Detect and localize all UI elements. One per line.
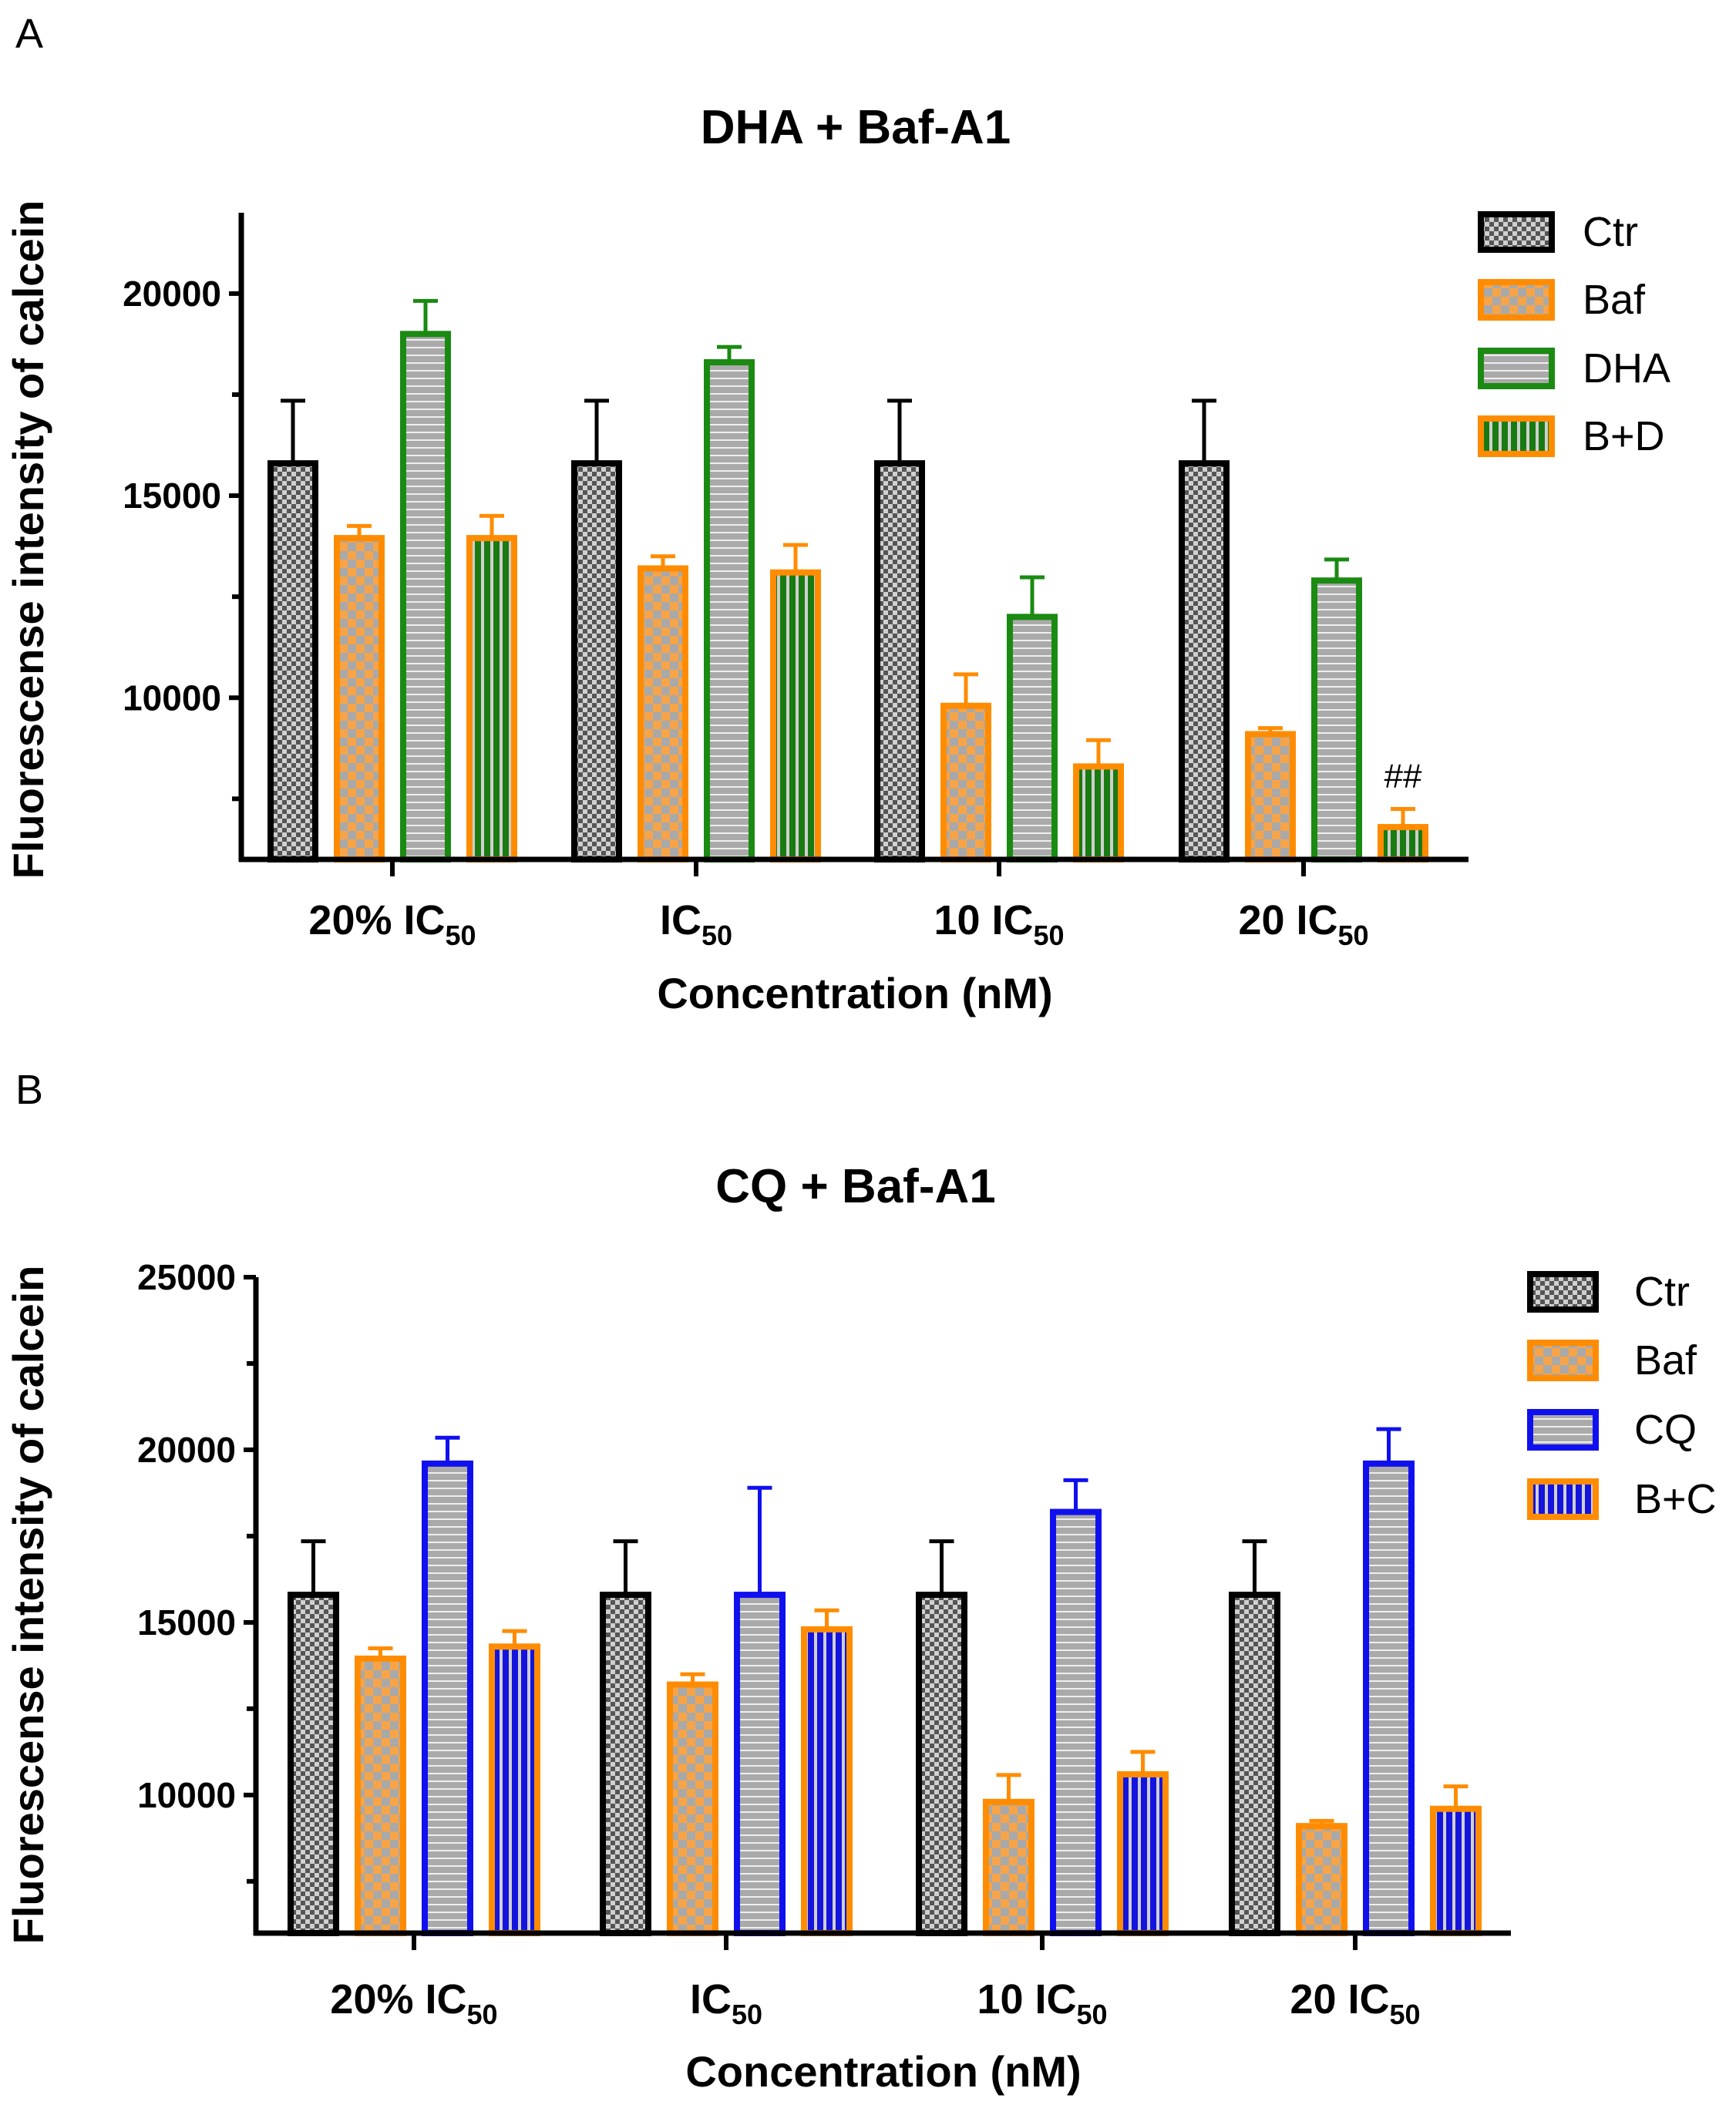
bar-ctr-0 [288, 1592, 339, 1937]
bar-baf-1 [638, 565, 688, 863]
bar-dha-0 [400, 331, 451, 863]
legend-label-b-d: B+D [1583, 413, 1665, 459]
bar-ctr-3 [1229, 1592, 1280, 1937]
legend-swatch-ctr [1527, 1271, 1599, 1313]
bar-dha-3 [1311, 577, 1362, 863]
panel-letter-a: A [15, 11, 43, 57]
legend-swatch-b-d [1478, 415, 1555, 457]
legend-label-cq: CQ [1634, 1407, 1697, 1453]
legend-swatch-b-c [1527, 1478, 1599, 1520]
y-tick-label-25000: 25000 [137, 1257, 236, 1297]
x-tick-label-2: 10 IC50 [977, 1976, 1107, 2030]
bar-b-c-1 [801, 1626, 853, 1936]
x-tick-label-3: 20 IC50 [1290, 1976, 1420, 2030]
chart-title-a: DHA + Baf-A1 [701, 101, 1011, 154]
x-tick-label-3: 20 IC50 [1238, 897, 1368, 951]
x-tick-label-1: IC50 [660, 897, 732, 951]
y-tick-label-20000: 20000 [137, 1430, 236, 1470]
legend-label-b-c: B+C [1634, 1476, 1717, 1522]
y-tick-label-15000: 15000 [123, 476, 221, 516]
plot-area-a: 10000 15000 20000 20% IC50 IC50 10 IC50 20 IC5… [4, 200, 1670, 1017]
legend-swatch-dha [1478, 348, 1555, 389]
bar-cq-3 [1363, 1460, 1415, 1936]
bar-baf-0 [334, 535, 385, 863]
y-tick-label-10000: 10000 [123, 678, 221, 718]
bar-baf-3 [1296, 1823, 1347, 1936]
bar-ctr-3 [1179, 460, 1230, 863]
y-tick-label-10000: 10000 [137, 1775, 236, 1815]
x-tick-label-0: 20% IC50 [330, 1976, 497, 2030]
legend-label-baf: Baf [1634, 1337, 1697, 1384]
bar-baf-3 [1245, 731, 1296, 863]
legend-label-ctr: Ctr [1634, 1269, 1690, 1315]
legend-label-baf: Baf [1583, 277, 1646, 323]
bar-baf-2 [983, 1798, 1035, 1937]
bar-cq-1 [734, 1592, 786, 1937]
x-tick-label-0: 20% IC50 [308, 897, 476, 951]
x-tick-label-2: 10 IC50 [934, 897, 1064, 951]
bar-dha-2 [1007, 614, 1058, 863]
plot-area-b: 10000 15000 20000 25000 20% IC50 IC50 10 IC50 2… [4, 1257, 1717, 2096]
chart-title-b: CQ + Baf-A1 [715, 1160, 995, 1213]
legend-label-dha: DHA [1583, 345, 1670, 392]
x-tick-label-1: IC50 [690, 1976, 762, 2030]
x-axis-label: Concentration (nM) [657, 969, 1052, 1017]
bar-b-c-3 [1430, 1805, 1482, 1936]
bar-b-c-2 [1117, 1770, 1169, 1937]
bar-b-d-1 [770, 569, 821, 863]
bar-ctr-1 [600, 1592, 651, 1937]
legend-label-ctr: Ctr [1583, 209, 1638, 255]
bar-b-d-0 [466, 535, 517, 863]
significance-annotation-0: ## [1384, 757, 1422, 795]
bar-cq-2 [1050, 1508, 1102, 1937]
legend-swatch-ctr [1478, 211, 1555, 253]
y-tick-label-15000: 15000 [137, 1602, 236, 1643]
legend-swatch-baf [1478, 279, 1555, 321]
legend-swatch-cq [1527, 1409, 1599, 1451]
bar-baf-1 [667, 1681, 718, 1937]
bar-ctr-2 [874, 460, 925, 863]
panel-letter-b: B [15, 1067, 43, 1113]
bar-b-d-2 [1073, 763, 1124, 863]
bar-dha-1 [704, 359, 755, 863]
bar-ctr-1 [571, 460, 622, 863]
x-axis-label: Concentration (nM) [685, 2047, 1081, 2096]
bar-b-c-0 [489, 1643, 540, 1936]
bar-cq-0 [422, 1460, 473, 1936]
y-axis-label: Fluorescense intensity of calcein [4, 200, 52, 879]
bar-b-d-3 [1378, 824, 1428, 863]
bar-baf-2 [940, 702, 991, 863]
y-axis-label: Fluorescense intensity of calcein [4, 1266, 52, 1945]
legend-swatch-baf [1527, 1340, 1599, 1381]
bar-ctr-2 [916, 1592, 967, 1937]
bar-baf-0 [355, 1655, 406, 1936]
bar-ctr-0 [267, 460, 318, 863]
y-tick-label-20000: 20000 [123, 274, 221, 314]
